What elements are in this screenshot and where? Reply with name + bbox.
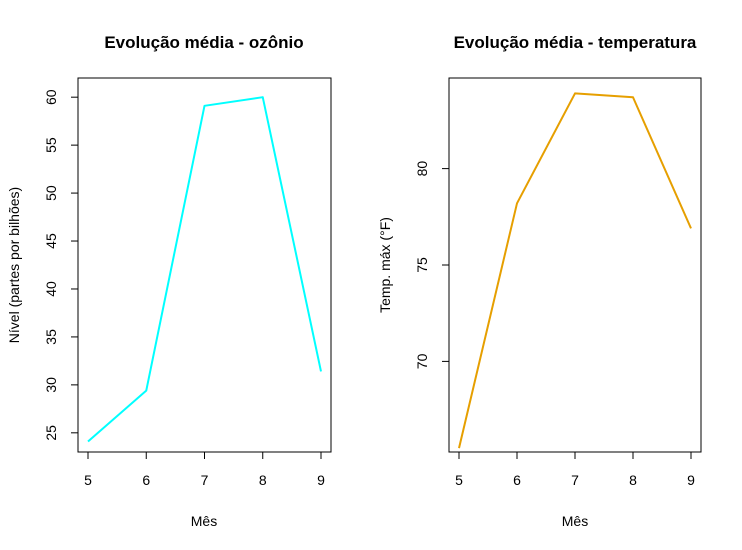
temperature-series-line <box>458 92 692 449</box>
temperature-panel: Evolução média - temperatura Mês Temp. m… <box>377 33 702 529</box>
ozone-x-tick-label: 9 <box>317 472 325 488</box>
ozone-x-tick-label: 5 <box>84 472 92 488</box>
temperature-x-axis: 5 6 7 8 9 <box>455 451 695 488</box>
ozone-y-axis-label: Nível (partes por bilhões) <box>6 187 22 343</box>
temperature-y-axis: 70 75 80 <box>414 161 450 369</box>
temperature-x-tick-label: 8 <box>629 472 637 488</box>
ozone-series <box>87 96 322 443</box>
temperature-chart-title: Evolução média - temperatura <box>454 33 697 52</box>
ozone-y-tick-label: 25 <box>43 425 59 441</box>
temperature-y-axis-label: Temp. máx (°F) <box>377 217 393 313</box>
ozone-y-tick-label: 55 <box>43 137 59 153</box>
ozone-chart-title: Evolução média - ozônio <box>104 33 303 52</box>
ozone-plot-box <box>77 77 332 453</box>
ozone-y-tick-label: 35 <box>43 329 59 345</box>
temperature-plot-box <box>448 77 702 453</box>
ozone-x-tick-label: 7 <box>201 472 209 488</box>
ozone-series-line <box>87 96 322 443</box>
ozone-x-tick-label: 8 <box>259 472 267 488</box>
ozone-y-tick-label: 40 <box>43 281 59 297</box>
temperature-y-tick-label: 70 <box>414 353 430 369</box>
temperature-y-tick-label: 80 <box>414 161 430 177</box>
temperature-x-tick-label: 9 <box>687 472 695 488</box>
ozone-y-tick-label: 30 <box>43 377 59 393</box>
temperature-x-tick-label: 6 <box>513 472 521 488</box>
ozone-panel: Evolução média - ozônio Mês Nível (parte… <box>6 33 332 529</box>
temperature-series <box>458 92 692 449</box>
ozone-y-axis: 25 30 35 40 45 50 55 60 <box>43 89 79 441</box>
ozone-y-tick-label: 45 <box>43 233 59 249</box>
temperature-x-tick-label: 5 <box>455 472 463 488</box>
ozone-y-tick-label: 50 <box>43 185 59 201</box>
temperature-x-tick-label: 7 <box>571 472 579 488</box>
temperature-x-axis-label: Mês <box>562 513 588 529</box>
ozone-x-axis-label: Mês <box>191 513 217 529</box>
temperature-y-tick-label: 75 <box>414 257 430 273</box>
ozone-y-tick-label: 60 <box>43 89 59 105</box>
ozone-x-tick-label: 6 <box>142 472 150 488</box>
ozone-x-axis: 5 6 7 8 9 <box>84 451 325 488</box>
